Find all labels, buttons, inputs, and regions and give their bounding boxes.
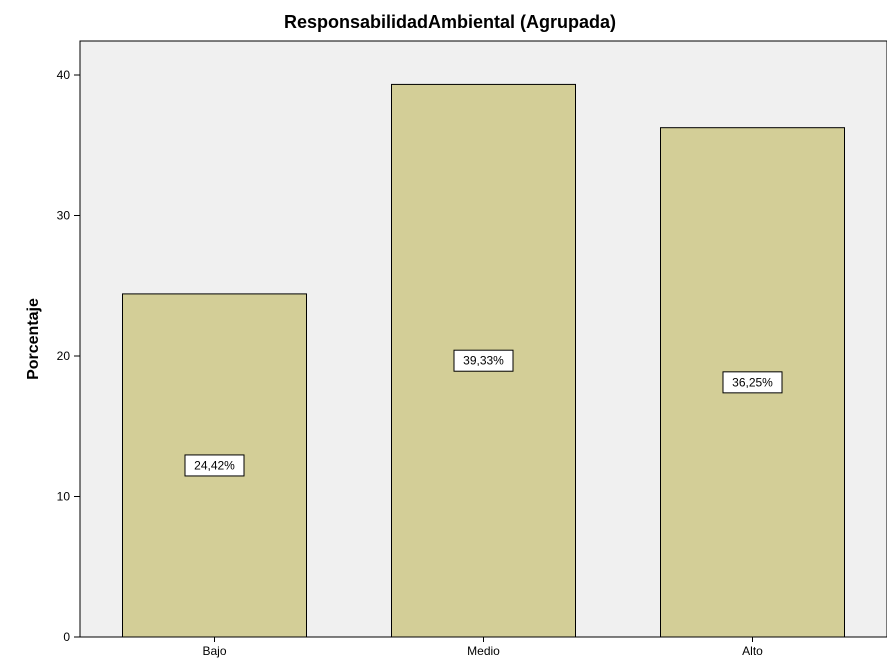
chart-title: ResponsabilidadAmbiental (Agrupada) [284,12,616,32]
data-label: 39,33% [463,354,504,368]
y-axis: 0 10 20 30 40 [57,41,81,644]
y-tick-label: 10 [57,490,71,504]
y-tick-label: 30 [57,209,71,223]
x-tick-label: Alto [742,644,763,658]
data-label: 24,42% [194,458,235,472]
data-label-box [722,371,783,394]
y-tick-label: 0 [63,630,70,644]
data-label-box [453,349,514,372]
data-label: 36,25% [732,375,773,389]
data-label-box [184,454,245,477]
x-axis: Bajo Medio Alto [80,636,887,658]
y-axis-label: Porcentaje [25,298,42,380]
x-tick-label: Medio [467,644,500,658]
data-labels: 24,42% 39,33% 36,25% [184,349,783,477]
y-tick-label: 40 [57,68,71,82]
y-tick-label: 20 [57,349,71,363]
x-tick-label: Bajo [202,644,226,658]
